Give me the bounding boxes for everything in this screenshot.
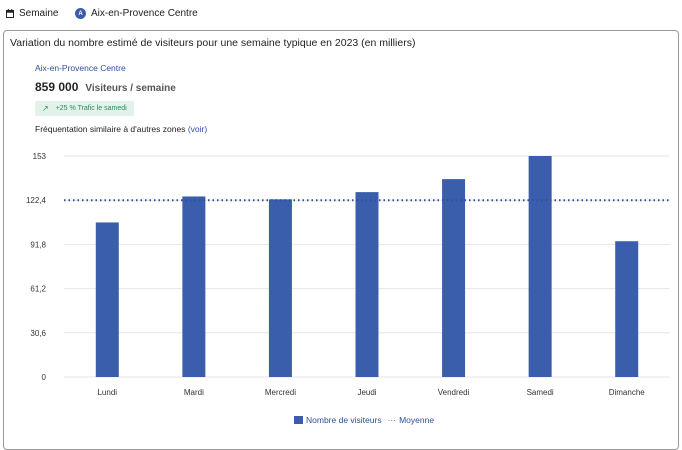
x-tick-label: Vendredi [438,388,470,397]
similar-text: Fréquentation similaire à d'autres zones [35,124,186,134]
zone-name: Aix-en-Provence Centre [35,63,126,73]
similar-zones: Fréquentation similaire à d'autres zones… [35,124,207,134]
top-bar: Semaine A Aix-en-Provence Centre [0,0,682,30]
x-tick-label: Mercredi [265,388,296,397]
calendar-icon [6,9,14,18]
y-tick-label: 0 [42,373,47,382]
bar-lundi[interactable] [95,222,119,377]
bar-mardi[interactable] [182,196,206,377]
x-tick-label: Jeudi [357,388,376,397]
x-tick-label: Dimanche [609,388,646,397]
y-tick-label: 153 [33,152,47,161]
bar-jeudi[interactable] [355,192,379,377]
y-tick-label: 30,6 [30,329,46,338]
period-selector[interactable]: Semaine [6,8,58,19]
bar-samedi[interactable] [528,156,552,377]
chart-card: Variation du nombre estimé de visiteurs … [3,30,679,450]
y-tick-label: 91,8 [30,240,46,249]
similar-zones-link[interactable]: (voir) [187,124,208,134]
trend-text: +25 % Trafic le samedi [55,105,127,112]
legend-marker-average: ··· [387,415,397,425]
zone-selector[interactable]: A Aix-en-Provence Centre [75,8,198,19]
trend-badge: ↗ +25 % Trafic le samedi [35,101,134,116]
legend-label-visitors[interactable]: Nombre de visiteurs [306,415,382,425]
visitors-number: 859 000 [35,80,79,94]
bar-mercredi[interactable] [268,199,292,377]
trend-arrow-icon: ↗ [42,104,49,113]
chart-legend: Nombre de visiteurs ··· Moyenne [294,415,434,425]
zone-label: Aix-en-Provence Centre [91,8,198,19]
period-label: Semaine [19,8,59,19]
y-tick-label: 122,4 [26,196,47,205]
x-tick-label: Mardi [184,388,204,397]
legend-swatch-visitors [294,416,303,424]
bar-dimanche[interactable] [615,241,639,377]
bar-vendredi[interactable] [442,179,466,377]
visitors-unit: Visiteurs / semaine [85,83,176,94]
x-tick-label: Lundi [97,388,117,397]
x-tick-label: Samedi [527,388,554,397]
bar-chart: 0 30,6 61,2 91,8 122,4 153 Lundi Mardi Mercredi J… [26,152,670,397]
legend-label-average[interactable]: Moyenne [399,415,435,425]
y-tick-label: 61,2 [30,285,46,294]
zone-letter-badge: A [75,8,86,19]
visitors-summary: 859 000 Visiteurs / semaine [35,80,176,94]
chart-title: Variation du nombre estimé de visiteurs … [10,37,416,49]
